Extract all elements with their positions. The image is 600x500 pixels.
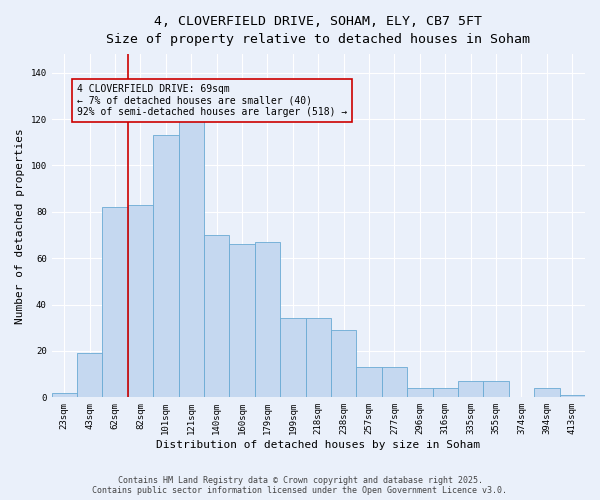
Text: 4 CLOVERFIELD DRIVE: 69sqm
← 7% of detached houses are smaller (40)
92% of semi-: 4 CLOVERFIELD DRIVE: 69sqm ← 7% of detac… [77, 84, 347, 117]
Bar [356, 367, 382, 398]
Bar [204, 235, 229, 398]
Bar [433, 388, 458, 398]
Bar [484, 381, 509, 398]
Text: Contains HM Land Registry data © Crown copyright and database right 2025.
Contai: Contains HM Land Registry data © Crown c… [92, 476, 508, 495]
Bar [153, 136, 179, 398]
X-axis label: Distribution of detached houses by size in Soham: Distribution of detached houses by size … [156, 440, 480, 450]
Bar [382, 367, 407, 398]
Bar [77, 354, 103, 398]
Y-axis label: Number of detached properties: Number of detached properties [15, 128, 25, 324]
Bar [458, 381, 484, 398]
Bar [229, 244, 255, 398]
Bar [560, 395, 585, 398]
Bar [128, 205, 153, 398]
Bar [305, 318, 331, 398]
Bar [534, 388, 560, 398]
Bar [52, 392, 77, 398]
Bar [407, 388, 433, 398]
Bar [331, 330, 356, 398]
Bar [103, 207, 128, 398]
Bar [280, 318, 305, 398]
Bar [179, 108, 204, 398]
Bar [255, 242, 280, 398]
Title: 4, CLOVERFIELD DRIVE, SOHAM, ELY, CB7 5FT
Size of property relative to detached : 4, CLOVERFIELD DRIVE, SOHAM, ELY, CB7 5F… [106, 15, 530, 46]
